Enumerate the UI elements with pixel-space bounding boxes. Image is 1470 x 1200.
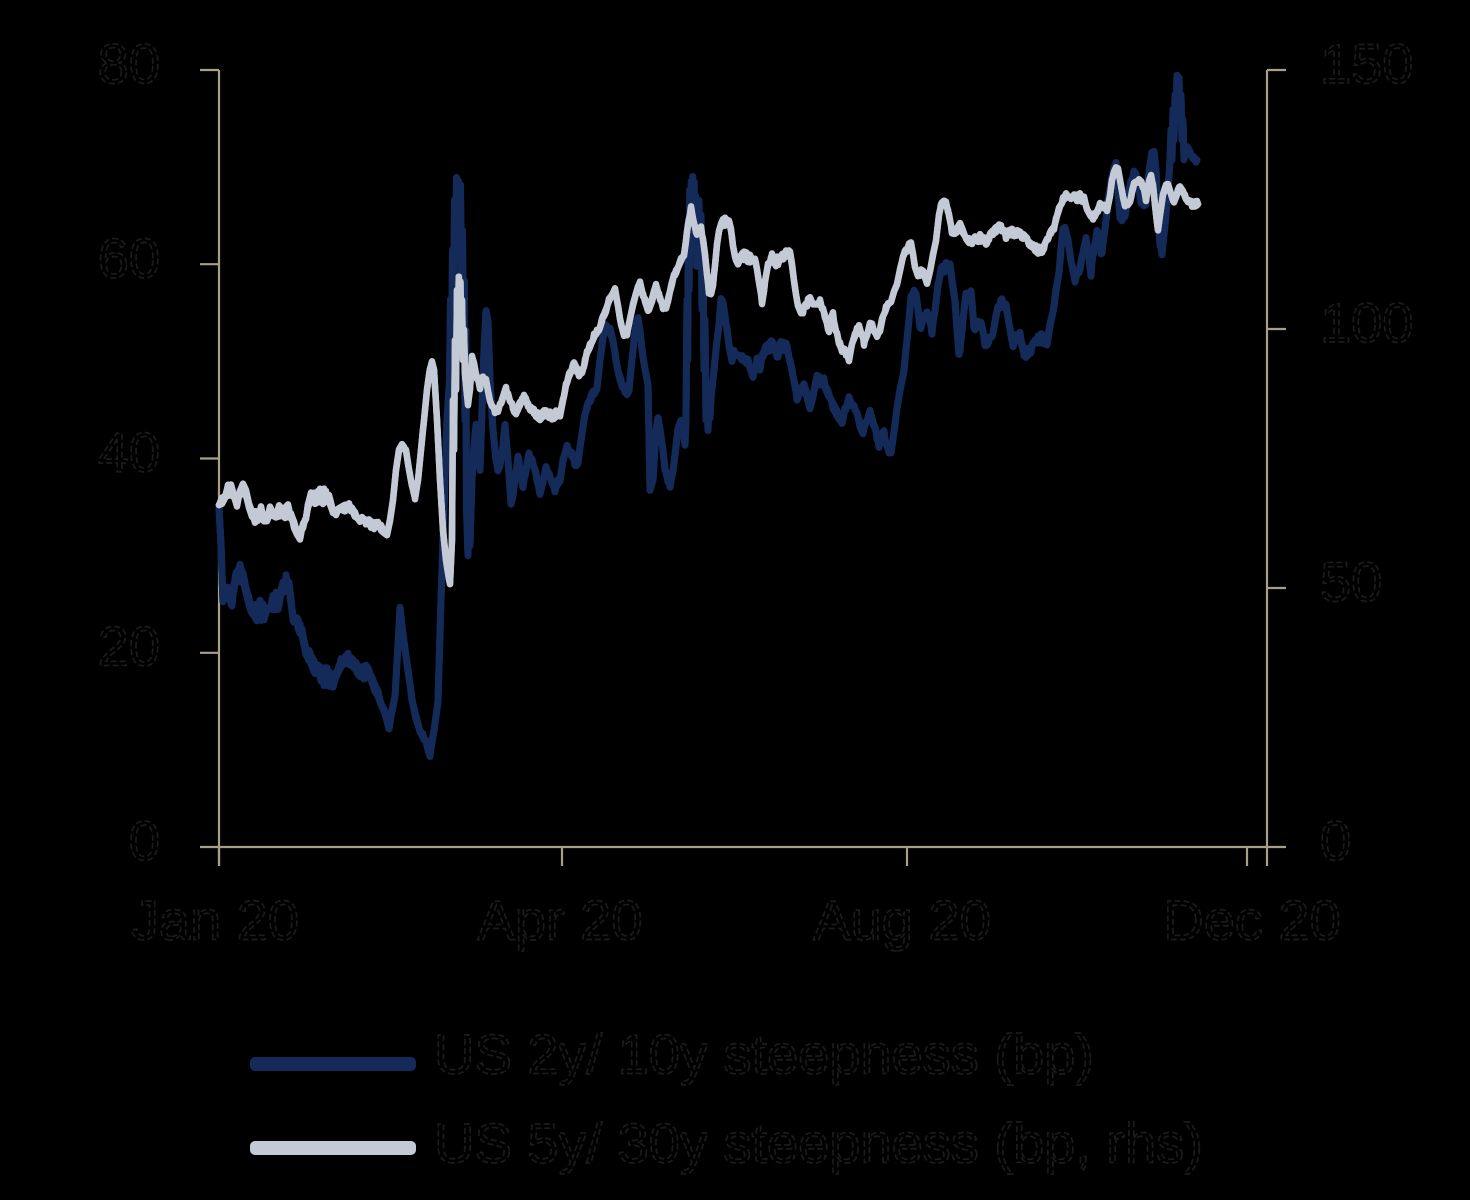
svg-text:US 2y/ 10y steepness (bp): US 2y/ 10y steepness (bp) bbox=[434, 1023, 1094, 1086]
svg-text:0: 0 bbox=[1320, 809, 1351, 872]
svg-text:20: 20 bbox=[98, 615, 160, 678]
svg-text:60: 60 bbox=[98, 226, 160, 289]
svg-text:Aug 20: Aug 20 bbox=[813, 889, 991, 952]
svg-text:Dec 20: Dec 20 bbox=[1163, 889, 1340, 952]
svg-text:80: 80 bbox=[98, 32, 160, 95]
svg-text:US 5y/ 30y steepness (bp, rhs): US 5y/ 30y steepness (bp, rhs) bbox=[434, 1112, 1203, 1175]
svg-text:Jan 20: Jan 20 bbox=[131, 889, 299, 952]
svg-text:40: 40 bbox=[98, 421, 160, 484]
svg-text:150: 150 bbox=[1320, 32, 1413, 95]
svg-text:0: 0 bbox=[129, 809, 160, 872]
svg-text:50: 50 bbox=[1320, 550, 1382, 613]
svg-text:100: 100 bbox=[1320, 291, 1413, 354]
svg-text:Apr 20: Apr 20 bbox=[478, 889, 643, 952]
